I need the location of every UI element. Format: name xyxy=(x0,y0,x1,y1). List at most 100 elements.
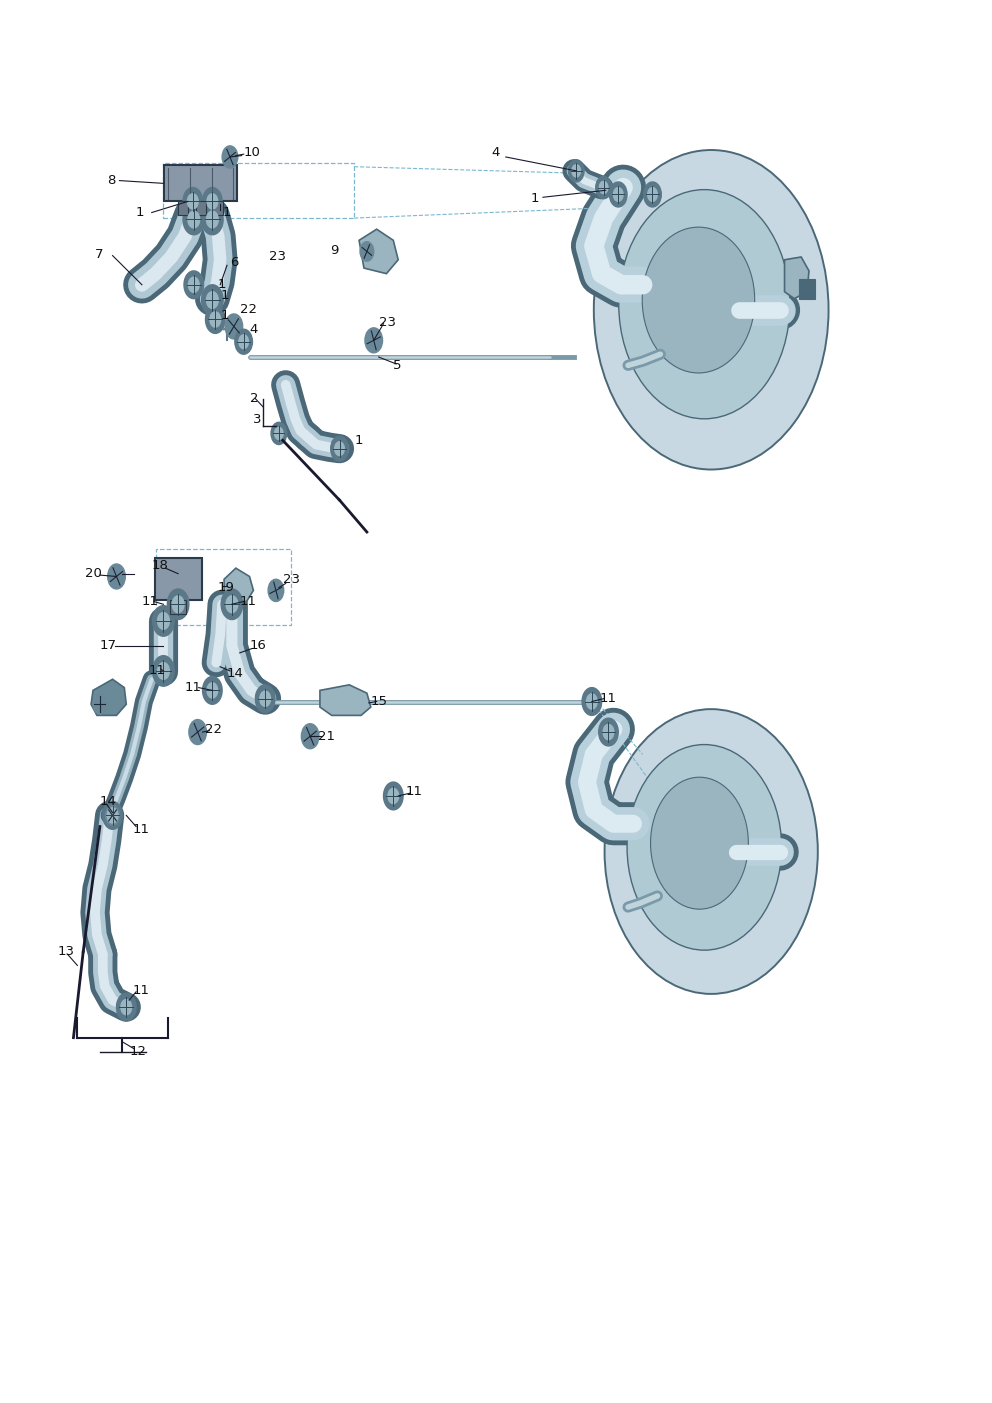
Text: 7: 7 xyxy=(95,248,103,261)
Text: 11: 11 xyxy=(142,595,159,607)
Circle shape xyxy=(187,210,199,227)
Bar xyxy=(164,163,354,217)
Circle shape xyxy=(648,188,658,202)
Ellipse shape xyxy=(604,709,817,993)
Circle shape xyxy=(302,724,319,749)
Circle shape xyxy=(108,564,125,589)
Circle shape xyxy=(202,676,222,704)
Circle shape xyxy=(121,999,132,1014)
Bar xyxy=(179,202,187,215)
Circle shape xyxy=(334,442,344,456)
Circle shape xyxy=(222,146,238,168)
Text: 14: 14 xyxy=(227,668,244,680)
Polygon shape xyxy=(224,568,253,602)
Circle shape xyxy=(235,330,252,354)
Circle shape xyxy=(103,801,122,829)
Circle shape xyxy=(207,194,217,209)
Circle shape xyxy=(153,655,175,686)
Text: 6: 6 xyxy=(230,255,238,269)
Text: 11: 11 xyxy=(406,786,423,798)
Circle shape xyxy=(206,292,218,309)
Text: 10: 10 xyxy=(244,146,261,160)
Bar xyxy=(171,600,186,615)
Bar xyxy=(164,166,237,202)
Bar xyxy=(156,549,291,626)
Text: 11: 11 xyxy=(600,692,617,706)
Text: 1: 1 xyxy=(220,309,229,321)
Circle shape xyxy=(239,335,248,348)
Circle shape xyxy=(582,687,601,716)
Text: 11: 11 xyxy=(185,680,202,694)
Circle shape xyxy=(599,181,608,194)
Text: 17: 17 xyxy=(100,640,117,652)
Circle shape xyxy=(644,182,662,208)
Circle shape xyxy=(187,194,198,209)
Circle shape xyxy=(93,694,107,714)
Text: 1: 1 xyxy=(354,434,363,446)
Text: 15: 15 xyxy=(371,694,388,709)
Circle shape xyxy=(206,210,218,227)
Circle shape xyxy=(226,596,238,613)
Text: 11: 11 xyxy=(240,595,257,607)
Circle shape xyxy=(330,436,348,462)
Text: 11: 11 xyxy=(132,984,149,998)
Circle shape xyxy=(107,808,118,824)
Text: 1: 1 xyxy=(220,289,229,303)
Polygon shape xyxy=(91,679,126,716)
Circle shape xyxy=(613,188,623,202)
Circle shape xyxy=(153,606,175,636)
Circle shape xyxy=(183,205,204,234)
Circle shape xyxy=(572,164,580,177)
Circle shape xyxy=(168,589,188,620)
Polygon shape xyxy=(320,685,371,716)
Text: 23: 23 xyxy=(269,251,286,264)
Bar xyxy=(195,202,205,215)
Circle shape xyxy=(205,306,225,334)
Text: 2: 2 xyxy=(250,393,258,405)
Text: 11: 11 xyxy=(132,822,149,836)
Circle shape xyxy=(210,311,220,327)
Text: 21: 21 xyxy=(318,730,335,742)
Circle shape xyxy=(106,805,119,825)
Circle shape xyxy=(188,278,199,292)
Circle shape xyxy=(201,205,223,234)
Text: 9: 9 xyxy=(329,244,338,257)
Circle shape xyxy=(183,188,202,215)
Text: 12: 12 xyxy=(129,1045,146,1058)
Circle shape xyxy=(201,285,223,316)
Circle shape xyxy=(202,188,222,215)
Circle shape xyxy=(388,788,399,804)
Circle shape xyxy=(360,241,374,261)
Text: 5: 5 xyxy=(393,359,402,372)
Circle shape xyxy=(221,589,243,620)
Circle shape xyxy=(568,160,584,182)
Text: 3: 3 xyxy=(253,412,262,427)
Text: 23: 23 xyxy=(283,572,300,586)
Circle shape xyxy=(586,694,597,709)
Circle shape xyxy=(158,613,170,630)
Ellipse shape xyxy=(619,189,790,419)
Circle shape xyxy=(225,314,243,340)
Circle shape xyxy=(268,579,284,602)
Text: 23: 23 xyxy=(379,316,396,328)
Circle shape xyxy=(384,781,403,810)
Text: 22: 22 xyxy=(240,303,257,316)
Circle shape xyxy=(207,683,217,699)
Circle shape xyxy=(599,718,618,746)
Ellipse shape xyxy=(642,227,755,373)
Text: 1: 1 xyxy=(222,206,230,219)
Text: 13: 13 xyxy=(58,946,74,958)
Circle shape xyxy=(609,182,627,208)
Text: 11: 11 xyxy=(149,665,166,678)
Circle shape xyxy=(365,328,383,352)
Ellipse shape xyxy=(627,745,782,950)
Circle shape xyxy=(173,596,185,613)
Text: 16: 16 xyxy=(250,640,267,652)
Ellipse shape xyxy=(594,150,828,470)
Text: 4: 4 xyxy=(491,146,500,160)
Text: 14: 14 xyxy=(100,796,117,808)
Text: 18: 18 xyxy=(152,558,169,572)
Polygon shape xyxy=(785,257,809,299)
Text: 4: 4 xyxy=(250,323,258,335)
Circle shape xyxy=(603,724,614,739)
